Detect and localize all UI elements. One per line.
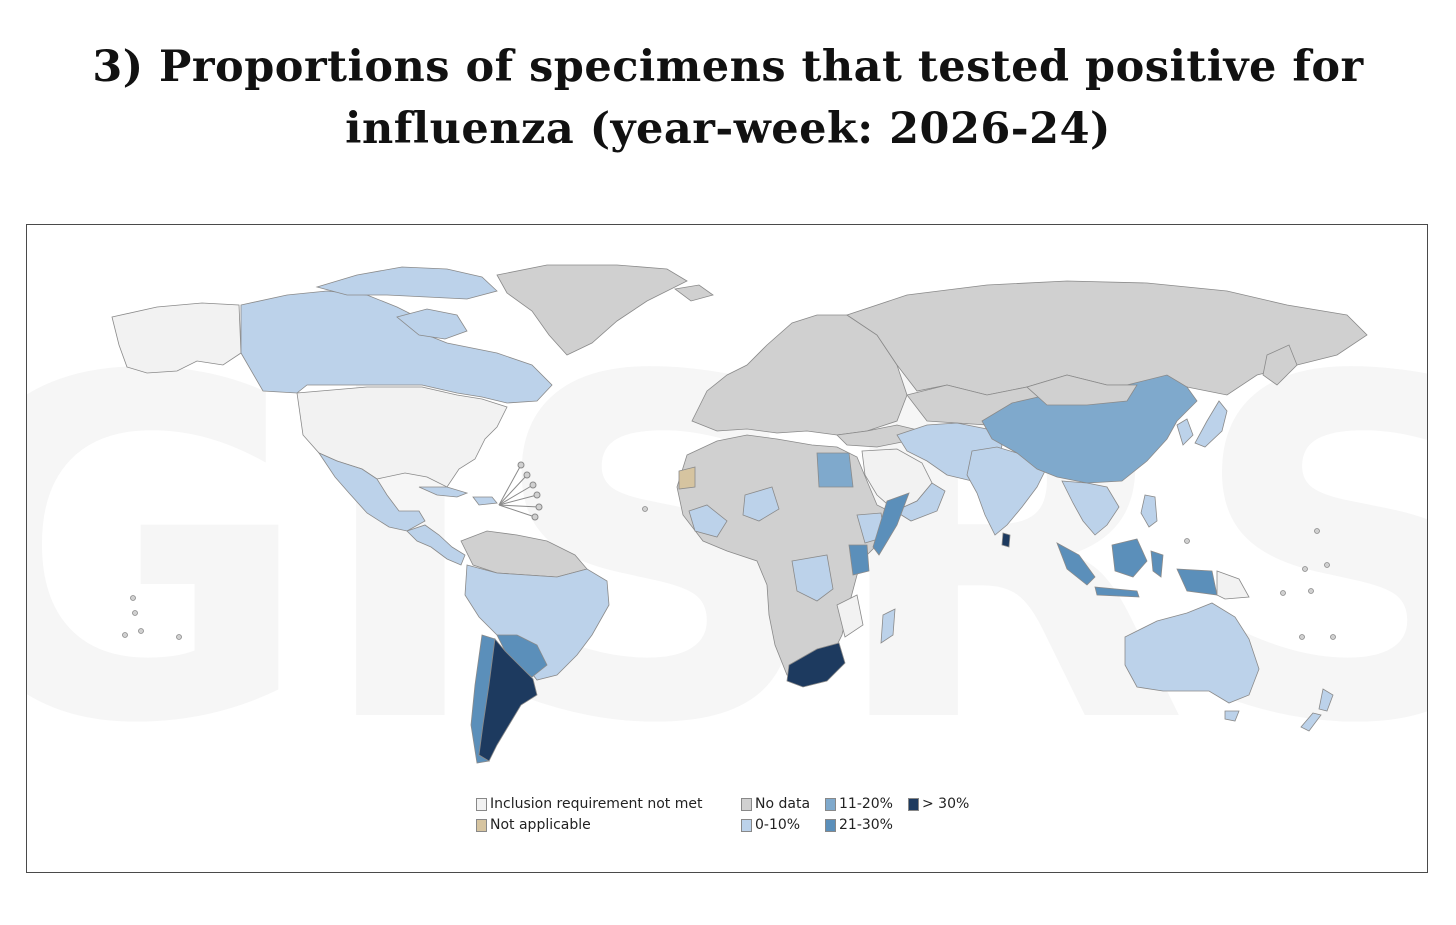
region-canada-islands [315, 266, 498, 300]
region-canada-islands-2 [396, 308, 468, 340]
region-southeast-asia [1061, 480, 1120, 536]
legend-swatch [476, 797, 487, 811]
region-new-zealand [1318, 688, 1334, 712]
legend-label: 11-20% [839, 796, 893, 812]
region-madagascar [880, 608, 896, 644]
region-oman-yemen [894, 482, 946, 522]
region-south-africa [786, 642, 846, 688]
region-egypt [816, 452, 854, 488]
legend-swatch [476, 818, 487, 832]
region-southern-africa-east [836, 594, 864, 638]
region-greenland [496, 264, 688, 356]
region-central-africa [791, 554, 834, 602]
map-frame: GISRS [26, 224, 1428, 873]
legend-item-0-10: 0-10% [741, 817, 800, 833]
legend-item-11-20: 11-20% [825, 796, 893, 812]
region-kamchatka [1262, 344, 1298, 386]
legend-label: No data [755, 796, 811, 812]
pacific-islands [122, 506, 1336, 640]
region-canada [240, 290, 553, 404]
region-central-america [406, 524, 466, 566]
region-west-africa-coast [688, 504, 728, 538]
region-alaska [111, 302, 242, 374]
region-korea [1176, 418, 1194, 446]
region-new-zealand-south [1300, 712, 1322, 732]
region-java [1094, 586, 1140, 598]
region-argentina [478, 638, 538, 762]
legend-item-not-applicable: Not applicable [476, 817, 591, 833]
legend-item-no-data: No data [741, 796, 810, 812]
region-borneo [1111, 538, 1148, 578]
legend-label: Not applicable [490, 817, 591, 833]
legend-label: Inclusion requirement not met [490, 796, 703, 812]
region-sumatra [1056, 542, 1096, 586]
legend-swatch [825, 818, 836, 832]
region-mongolia [1026, 374, 1138, 406]
region-niger [742, 486, 780, 522]
region-somalia [872, 492, 910, 556]
title-line-1: 3) Proportions of specimens that tested … [92, 42, 1364, 92]
region-sri-lanka [1001, 532, 1011, 548]
region-tasmania [1224, 710, 1240, 722]
legend-swatch [908, 797, 919, 811]
map-title: 3) Proportions of specimens that tested … [0, 36, 1456, 160]
region-japan [1194, 400, 1228, 448]
legend-item-30-plus: > 30% [908, 796, 969, 812]
legend-swatch [741, 818, 752, 832]
legend-swatch [825, 797, 836, 811]
legend-swatch [741, 797, 752, 811]
region-philippines [1140, 494, 1158, 528]
caribbean-callouts [498, 461, 543, 521]
region-australia [1124, 602, 1260, 704]
region-western-sahara [678, 466, 696, 490]
legend-item-21-30: 21-30% [825, 817, 893, 833]
legend-label: > 30% [922, 796, 970, 812]
region-mexico [317, 452, 426, 532]
title-line-2: influenza (year-week: 2026-24) [345, 104, 1111, 154]
region-cuba [418, 486, 469, 498]
region-kenya [848, 544, 870, 576]
legend-label: 21-30% [839, 817, 893, 833]
legend-label: 0-10% [755, 817, 801, 833]
world-map: GISRS [27, 264, 1427, 826]
region-brazil [464, 564, 610, 681]
region-png [1216, 570, 1250, 600]
region-hispaniola [472, 496, 498, 506]
legend-item-not-met: Inclusion requirement not met [476, 796, 703, 812]
region-iceland [674, 284, 714, 302]
region-sulawesi [1150, 550, 1164, 578]
